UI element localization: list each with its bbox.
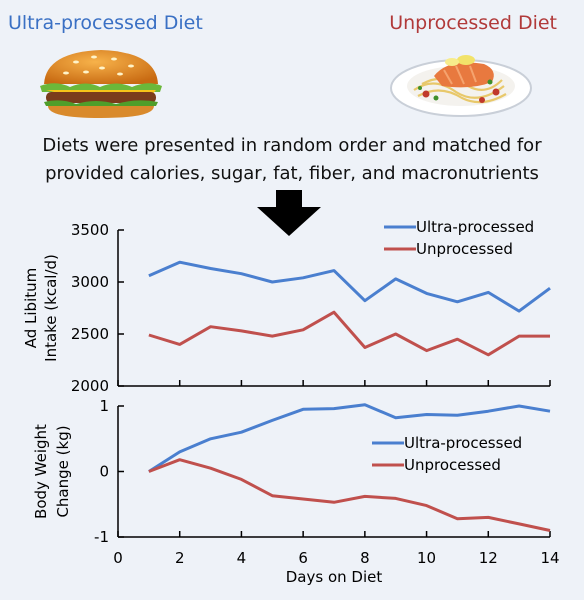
weight-x-axis-label: Days on Diet <box>286 568 383 586</box>
bottom-series-line-1 <box>148 458 551 532</box>
top-ylabel-line-1: Intake (kcal/d) <box>42 254 60 362</box>
top-ytick-label-2: 3000 <box>71 273 109 291</box>
unprocessed-diet-label: Unprocessed Diet <box>389 12 557 34</box>
top-legend-label-1: Unprocessed <box>416 240 513 258</box>
diet-description: Diets were presented in random order and… <box>0 132 584 188</box>
bottom-legend-label-1: Unprocessed <box>404 456 501 474</box>
top-series-line-1 <box>148 310 550 357</box>
top-ylabel-line-0: Ad Libitum <box>22 268 40 349</box>
bottom-ylabel-line-1: Change (kg) <box>54 425 72 517</box>
burger-icon <box>40 50 162 118</box>
bottom-xtick-label-12: 12 <box>479 549 498 567</box>
bottom-xtick-label-6: 6 <box>298 549 308 567</box>
bottom-xtick-label-0: 0 <box>113 549 123 567</box>
bottom-ytick-label-1: 0 <box>99 463 109 481</box>
top-ytick-label-0: 2000 <box>71 377 109 395</box>
ultra-processed-diet-label: Ultra-processed Diet <box>8 12 203 34</box>
salmon-plate-icon <box>390 55 532 117</box>
top-ytick-label-3: 3500 <box>71 221 109 239</box>
top-series-line-0 <box>148 260 551 313</box>
bottom-ytick-label-0: -1 <box>94 528 109 546</box>
top-ytick-label-1: 2500 <box>71 325 109 343</box>
top-legend-label-0: Ultra-processed <box>416 218 534 236</box>
bottom-xtick-label-4: 4 <box>237 549 247 567</box>
bottom-xtick-label-10: 10 <box>417 549 436 567</box>
bottom-xtick-label-8: 8 <box>360 549 370 567</box>
description-line-2: provided calories, sugar, fat, fiber, an… <box>45 163 539 184</box>
weight-chart: -101 0 2 4 6 8 10 12 14 Body Weight Change (kg) … <box>32 397 560 586</box>
description-line-1: Diets were presented in random order and… <box>42 135 542 156</box>
bottom-legend-label-0: Ultra-processed <box>404 434 522 452</box>
intake-y-axis-label: Ad Libitum Intake (kcal/d) <box>22 254 60 362</box>
bottom-xtick-label-2: 2 <box>175 549 185 567</box>
intake-chart: 2000 2500 3000 3500 Ad Libitum Intake (kcal/… <box>22 218 551 395</box>
bottom-xtick-label-14: 14 <box>540 549 559 567</box>
weight-y-axis-label: Body Weight Change (kg) <box>32 424 72 519</box>
bottom-ylabel-line-0: Body Weight <box>32 424 50 519</box>
bottom-ytick-label-2: 1 <box>99 397 109 415</box>
bottom-series-line-0 <box>148 403 551 473</box>
down-arrow-icon <box>257 190 321 236</box>
